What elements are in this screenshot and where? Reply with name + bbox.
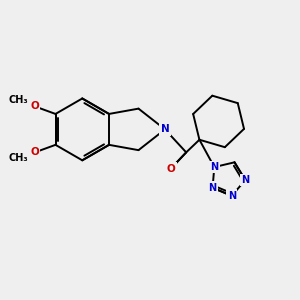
Text: N: N bbox=[210, 162, 218, 172]
Text: O: O bbox=[167, 164, 175, 173]
Text: CH₃: CH₃ bbox=[8, 95, 28, 105]
Text: N: N bbox=[160, 124, 169, 134]
Text: O: O bbox=[30, 147, 39, 158]
Text: N: N bbox=[228, 191, 236, 201]
Text: N: N bbox=[208, 183, 217, 193]
Text: N: N bbox=[241, 175, 249, 185]
Text: O: O bbox=[30, 101, 39, 111]
Text: CH₃: CH₃ bbox=[8, 153, 28, 164]
